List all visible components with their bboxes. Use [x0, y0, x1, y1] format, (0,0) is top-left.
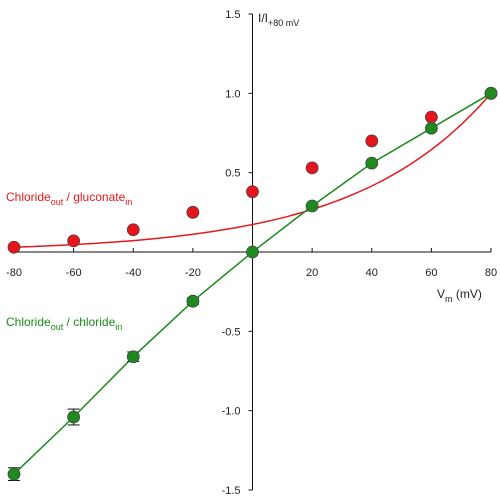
- x-tick-label: 20: [306, 267, 318, 279]
- x-tick-label: 60: [425, 267, 437, 279]
- y-tick-label: 1.5: [225, 9, 240, 21]
- data-point-series-2: [484, 86, 498, 100]
- data-point-series-2: [186, 294, 200, 308]
- y-tick-label: -1.5: [222, 485, 241, 497]
- data-point-series-1: [305, 161, 319, 175]
- data-point-series-1: [7, 240, 21, 254]
- y-tick-label: 1.0: [225, 88, 240, 100]
- data-point-series-2: [7, 467, 21, 481]
- data-point-series-1: [126, 223, 140, 237]
- data-point-series-2: [365, 156, 379, 170]
- y-tick-label: -0.5: [222, 326, 241, 338]
- axes: -80 -60 -40 -20 20 40 60 80 -1.5 -1.0 -0.5 0.5 1.0 1.…: [6, 9, 497, 497]
- x-tick-label: 40: [366, 267, 378, 279]
- data-point-series-2: [305, 199, 319, 213]
- y-axis-title: I/I+80 mV: [258, 11, 299, 28]
- x-tick-label: 80: [485, 267, 497, 279]
- data-point-series-2: [424, 121, 438, 135]
- data-point-series-2: [246, 245, 259, 259]
- x-tick-label: -80: [6, 267, 22, 279]
- data-point-series-1: [424, 110, 438, 124]
- x-tick-label: -20: [185, 267, 201, 279]
- x-tick-label: -40: [125, 267, 141, 279]
- data-point-series-1: [246, 185, 259, 199]
- data-point-series-1: [186, 205, 200, 219]
- x-tick-label: -60: [66, 267, 82, 279]
- series-label-gluconate: Chlorideout / gluconatein: [6, 190, 132, 207]
- series-label-chloride: Chlorideout / chloridein: [6, 315, 122, 332]
- data-point-series-2: [67, 410, 81, 424]
- data-point-series-2: [126, 350, 140, 364]
- y-tick-label: -1.0: [222, 406, 241, 418]
- fit-line-series-1: [13, 92, 492, 248]
- data-points: [7, 86, 498, 481]
- y-tick-label: 0.5: [225, 168, 240, 180]
- x-axis-title: Vm (mV): [437, 287, 482, 304]
- data-point-series-1: [67, 234, 81, 248]
- data-point-series-1: [365, 134, 379, 148]
